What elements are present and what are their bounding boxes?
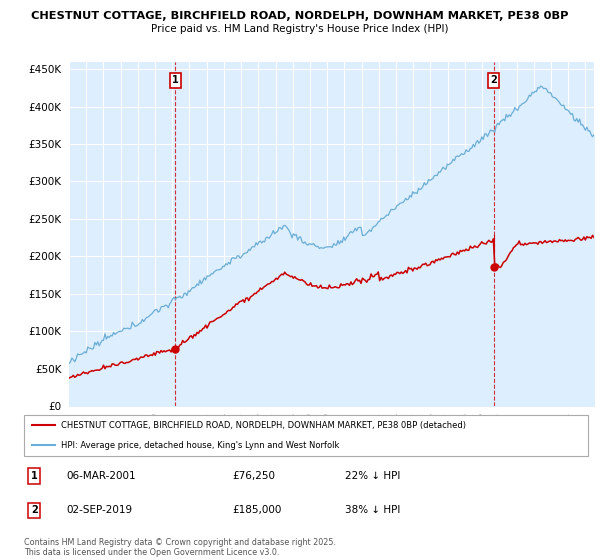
Text: £76,250: £76,250 xyxy=(233,471,275,481)
Text: 38% ↓ HPI: 38% ↓ HPI xyxy=(346,505,401,515)
Text: HPI: Average price, detached house, King's Lynn and West Norfolk: HPI: Average price, detached house, King… xyxy=(61,441,339,450)
Text: 2: 2 xyxy=(490,75,497,85)
Text: CHESTNUT COTTAGE, BIRCHFIELD ROAD, NORDELPH, DOWNHAM MARKET, PE38 0BP: CHESTNUT COTTAGE, BIRCHFIELD ROAD, NORDE… xyxy=(31,11,569,21)
Text: £185,000: £185,000 xyxy=(233,505,282,515)
Text: Price paid vs. HM Land Registry's House Price Index (HPI): Price paid vs. HM Land Registry's House … xyxy=(151,24,449,34)
Text: CHESTNUT COTTAGE, BIRCHFIELD ROAD, NORDELPH, DOWNHAM MARKET, PE38 0BP (detached): CHESTNUT COTTAGE, BIRCHFIELD ROAD, NORDE… xyxy=(61,421,466,430)
Text: 1: 1 xyxy=(172,75,179,85)
FancyBboxPatch shape xyxy=(24,416,588,456)
Text: 1: 1 xyxy=(31,471,38,481)
Text: Contains HM Land Registry data © Crown copyright and database right 2025.
This d: Contains HM Land Registry data © Crown c… xyxy=(24,538,336,557)
Text: 02-SEP-2019: 02-SEP-2019 xyxy=(66,505,133,515)
Text: 22% ↓ HPI: 22% ↓ HPI xyxy=(346,471,401,481)
Text: 06-MAR-2001: 06-MAR-2001 xyxy=(66,471,136,481)
Text: 2: 2 xyxy=(31,505,38,515)
